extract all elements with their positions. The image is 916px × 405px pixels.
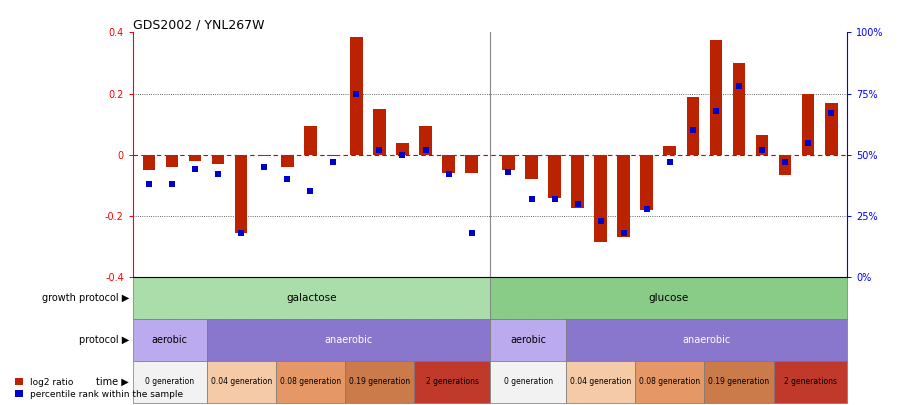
Text: 0.04 generation: 0.04 generation [211,377,272,386]
Bar [465,155,478,173]
Text: 0 generation: 0 generation [504,377,552,386]
Bar [442,155,455,173]
Bar [189,155,202,161]
Point [594,217,608,224]
Text: glucose: glucose [649,293,689,303]
Bar [166,155,179,167]
Point [419,147,433,153]
Point [142,181,157,188]
Point [823,110,838,116]
Point [256,164,271,170]
Text: growth protocol ▶: growth protocol ▶ [42,293,129,303]
Text: aerobic: aerobic [152,335,188,345]
Text: 0.19 generation: 0.19 generation [708,377,769,386]
Text: 2 generations: 2 generations [426,377,478,386]
Point [616,230,631,236]
Bar [704,361,773,403]
Bar [281,155,293,167]
Point [571,200,585,207]
Bar [207,361,276,403]
Bar [594,155,607,242]
Point [639,205,654,212]
Text: 0.08 generation: 0.08 generation [639,377,701,386]
Text: GDS2002 / YNL267W: GDS2002 / YNL267W [133,18,265,31]
Point [464,230,479,236]
Point [442,171,456,177]
Bar [490,361,566,403]
Point [662,159,677,165]
Point [547,196,562,202]
Bar [636,361,704,403]
Point [211,171,225,177]
Bar [304,126,317,155]
Bar [373,109,386,155]
Bar [640,155,653,210]
Bar [276,361,344,403]
Point [188,166,202,173]
Text: aerobic: aerobic [510,335,546,345]
Bar [258,155,270,156]
Text: anaerobic: anaerobic [324,335,373,345]
Bar [207,319,490,361]
Bar [773,361,847,403]
Bar [234,155,247,233]
Bar [710,40,723,155]
Text: anaerobic: anaerobic [682,335,731,345]
Text: time ▶: time ▶ [96,377,129,387]
Text: 0.04 generation: 0.04 generation [570,377,631,386]
Legend: log2 ratio, percentile rank within the sample: log2 ratio, percentile rank within the s… [14,376,185,401]
Bar [327,155,340,156]
Bar [756,135,769,155]
Point [372,147,387,153]
Point [501,168,516,175]
Point [709,107,724,114]
Text: 0.08 generation: 0.08 generation [279,377,341,386]
Bar [572,155,584,208]
Bar [414,361,490,403]
Bar [663,145,676,155]
Bar [420,126,431,155]
Bar [350,37,363,155]
Bar [133,361,207,403]
Point [165,181,180,188]
Point [280,176,295,183]
Point [755,147,769,153]
Point [349,90,364,97]
Bar [802,94,814,155]
Text: protocol ▶: protocol ▶ [79,335,129,345]
Bar [143,155,156,170]
Point [303,188,318,195]
Bar [133,277,490,319]
Bar [490,319,566,361]
Point [801,139,815,146]
Point [395,151,409,158]
Point [685,127,700,134]
Point [732,83,747,90]
Bar [549,155,561,198]
Bar [687,97,699,155]
Bar [133,319,207,361]
Bar [344,361,414,403]
Point [234,230,248,236]
Bar [490,277,847,319]
Bar [733,63,746,155]
Bar [502,155,515,170]
Bar [525,155,538,179]
Bar [566,361,636,403]
Point [778,159,792,165]
Point [326,159,341,165]
Bar [396,143,409,155]
Text: 0 generation: 0 generation [145,377,194,386]
Point [524,196,539,202]
Bar [779,155,791,175]
Bar [824,103,837,155]
Text: 0.19 generation: 0.19 generation [349,377,410,386]
Bar [566,319,847,361]
Text: 2 generations: 2 generations [784,377,837,386]
Text: galactose: galactose [286,293,337,303]
Bar [212,155,224,164]
Bar [617,155,630,237]
